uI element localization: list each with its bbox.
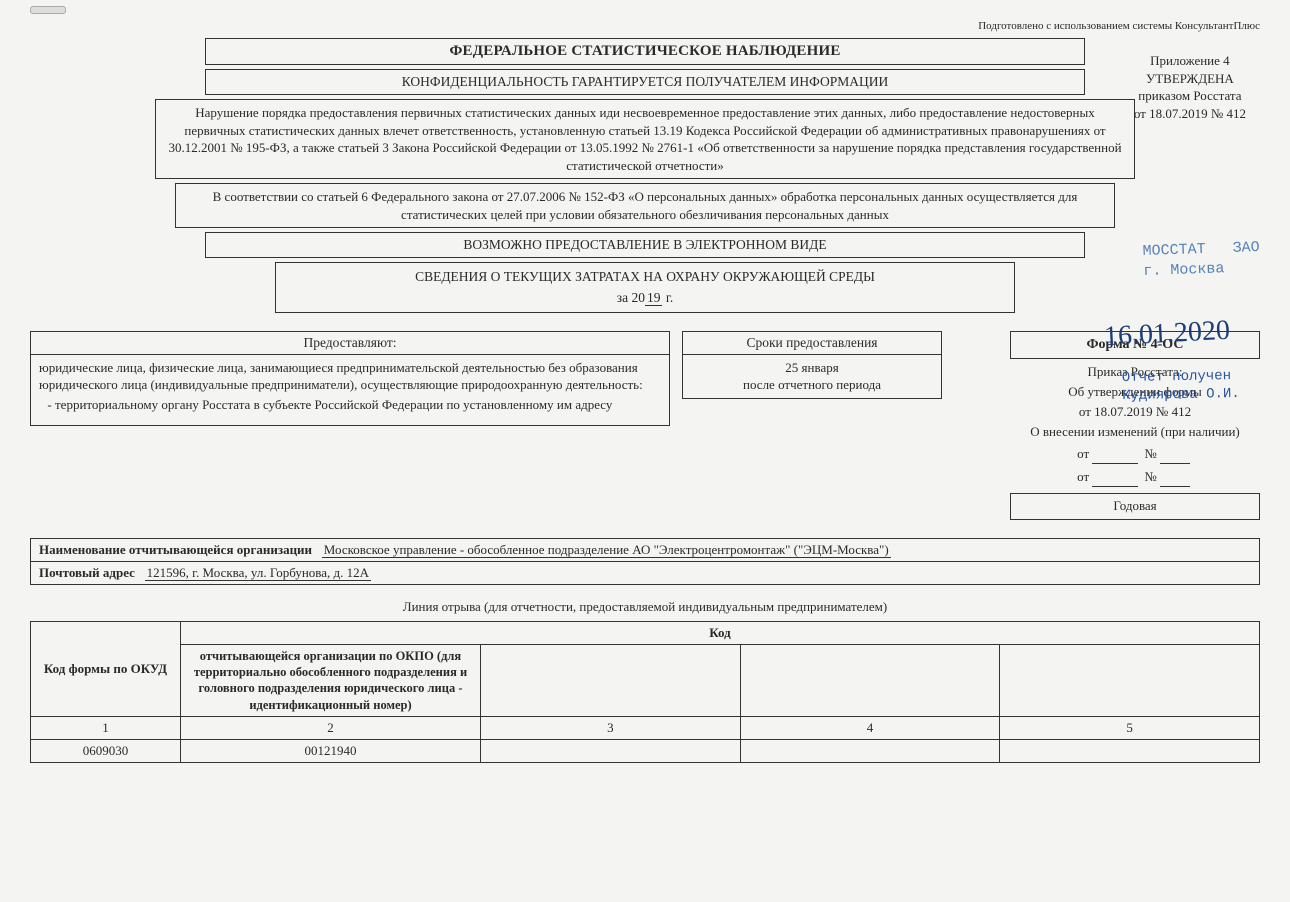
deadline-header: Сроки предоставления bbox=[683, 332, 941, 355]
th-code: Код bbox=[181, 621, 1260, 644]
org-addr-row: Почтовый адрес 121596, г. Москва, ул. Го… bbox=[31, 561, 1259, 584]
num-label: № bbox=[1144, 446, 1156, 461]
val-4 bbox=[740, 739, 1000, 762]
three-col-row: Предоставляют: юридические лица, физичес… bbox=[30, 331, 1260, 520]
col-num-1: 1 bbox=[31, 716, 181, 739]
th-blank4 bbox=[740, 644, 1000, 716]
stamp-org: МОССТАТ ЗАО г. Москва bbox=[1142, 238, 1260, 281]
providers-body: юридические лица, физические лица, заним… bbox=[31, 355, 669, 426]
col-num-2: 2 bbox=[181, 716, 481, 739]
appendix-line1: Приложение 4 bbox=[1134, 52, 1246, 70]
appendix-line4: от 18.07.2019 № 412 bbox=[1134, 105, 1246, 123]
codes-table: Код формы по ОКУД Код отчитывающейся орг… bbox=[30, 621, 1260, 763]
appendix-line3: приказом Росстата bbox=[1134, 87, 1246, 105]
electronic-box: ВОЗМОЖНО ПРЕДОСТАВЛЕНИЕ В ЭЛЕКТРОННОМ ВИ… bbox=[205, 232, 1085, 258]
org-name-value: Московское управление - обособленное под… bbox=[322, 542, 891, 558]
subject-box: СВЕДЕНИЯ О ТЕКУЩИХ ЗАТРАТАХ НА ОХРАНУ ОК… bbox=[275, 262, 1015, 313]
th-blank3 bbox=[481, 644, 741, 716]
appendix-block: Приложение 4 УТВЕРЖДЕНА приказом Росстат… bbox=[1134, 52, 1246, 122]
appendix-line2: УТВЕРЖДЕНА bbox=[1134, 70, 1246, 88]
th-okpo: отчитывающейся организации по ОКПО (для … bbox=[181, 644, 481, 716]
tear-line: Линия отрыва (для отчетности, предоставл… bbox=[30, 599, 1260, 615]
personal-data-box: В соответствии со статьей 6 Федерального… bbox=[175, 183, 1115, 228]
val-okpo: 00121940 bbox=[181, 739, 481, 762]
org-name-row: Наименование отчитывающейся организации … bbox=[31, 539, 1259, 561]
stamp-org1: МОССТАТ bbox=[1142, 241, 1206, 260]
deadline-box: Сроки предоставления 25 января после отч… bbox=[682, 331, 942, 399]
subject-suffix: г. bbox=[662, 290, 673, 305]
system-note: Подготовлено с использованием системы Ко… bbox=[30, 20, 1260, 32]
providers-item: территориальному органу Росстата в субъе… bbox=[55, 396, 661, 414]
stamp-org3: г. Москва bbox=[1143, 260, 1225, 280]
stamp-org2: ЗАО bbox=[1232, 239, 1260, 257]
form-meta-box: Форма № 4-ОС Приказ Росстата: Об утвержд… bbox=[1010, 331, 1260, 520]
org-addr-label: Почтовый адрес bbox=[39, 565, 135, 580]
annual-box: Годовая bbox=[1010, 493, 1260, 520]
deadline-line2: после отчетного периода bbox=[743, 377, 881, 392]
confidentiality-box: КОНФИДЕНЦИАЛЬНОСТЬ ГАРАНТИРУЕТСЯ ПОЛУЧАТ… bbox=[205, 69, 1085, 95]
changes-row2: от № bbox=[1010, 468, 1260, 487]
col-num-5: 5 bbox=[1000, 716, 1260, 739]
subject-year: 19 bbox=[645, 290, 663, 306]
org-block: Наименование отчитывающейся организации … bbox=[30, 538, 1260, 585]
deadline-body: 25 января после отчетного периода bbox=[683, 355, 941, 398]
stamp-recv2: Кудиярова О.И. bbox=[1122, 386, 1240, 404]
stamp-date: 16.01.2020 bbox=[1103, 315, 1231, 354]
ot-label2: от bbox=[1077, 469, 1089, 484]
stamp-received: Отчет получен Кудиярова О.И. bbox=[1122, 367, 1240, 405]
col-num-3: 3 bbox=[481, 716, 741, 739]
val-3 bbox=[481, 739, 741, 762]
ot-label: от bbox=[1077, 446, 1089, 461]
val-okud: 0609030 bbox=[31, 739, 181, 762]
subject-prefix: за 20 bbox=[617, 290, 645, 305]
org-addr-value: 121596, г. Москва, ул. Горбунова, д. 12А bbox=[145, 565, 371, 581]
th-blank5 bbox=[1000, 644, 1260, 716]
stamp-recv1: Отчет получен bbox=[1122, 368, 1231, 386]
num-label2: № bbox=[1144, 469, 1156, 484]
col-num-4: 4 bbox=[740, 716, 1000, 739]
order-l3: от 18.07.2019 № 412 bbox=[1010, 403, 1260, 422]
deadline-line1: 25 января bbox=[785, 360, 838, 375]
providers-text: юридические лица, физические лица, заним… bbox=[39, 360, 643, 393]
providers-header: Предоставляют: bbox=[31, 332, 669, 355]
order-l4: О внесении изменений (при наличии) bbox=[1010, 423, 1260, 442]
main-title-box: ФЕДЕРАЛЬНОЕ СТАТИСТИЧЕСКОЕ НАБЛЮДЕНИЕ bbox=[205, 38, 1085, 65]
subject-line1: СВЕДЕНИЯ О ТЕКУЩИХ ЗАТРАТАХ НА ОХРАНУ ОК… bbox=[415, 269, 875, 284]
staple-mark bbox=[30, 6, 66, 14]
providers-box: Предоставляют: юридические лица, физичес… bbox=[30, 331, 670, 427]
violation-box: Нарушение порядка предоставления первичн… bbox=[155, 99, 1135, 179]
changes-row1: от № bbox=[1010, 445, 1260, 464]
org-name-label: Наименование отчитывающейся организации bbox=[39, 542, 312, 557]
th-okud: Код формы по ОКУД bbox=[31, 621, 181, 716]
val-5 bbox=[1000, 739, 1260, 762]
